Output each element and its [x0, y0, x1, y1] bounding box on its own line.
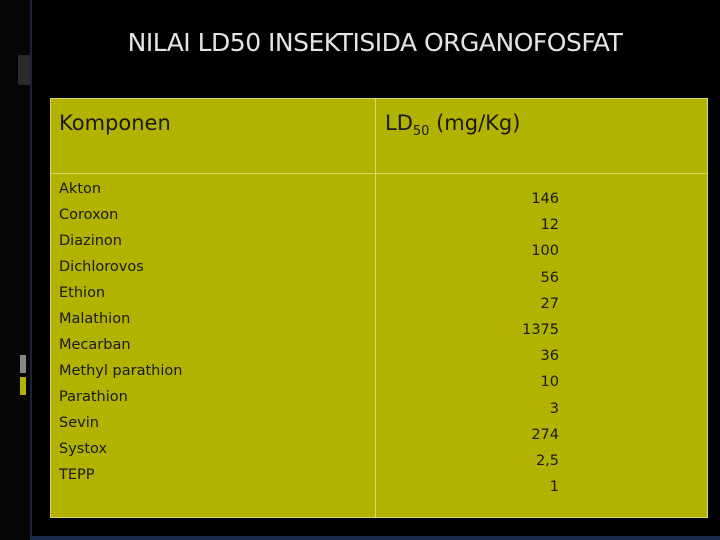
side-marker	[18, 55, 30, 85]
component-name: Diazinon	[59, 233, 122, 249]
component-name: Coroxon	[59, 207, 119, 223]
bottom-line	[30, 536, 720, 540]
ld50-value: 100	[531, 243, 559, 260]
row-divider	[51, 173, 707, 174]
component-name: Ethion	[59, 285, 106, 301]
ld50-value: 36	[540, 348, 559, 365]
component-name: Akton	[59, 181, 102, 197]
component-name: Systox	[59, 441, 108, 457]
component-name: Mecarban	[59, 337, 131, 353]
column-divider	[375, 99, 376, 517]
ld50-value: 1	[549, 479, 559, 496]
header-cell: Komponen	[59, 111, 171, 135]
component-name: Malathion	[59, 311, 131, 327]
header-subscript: 50	[412, 124, 430, 140]
ld50-value: 274	[531, 426, 559, 443]
side-line	[30, 0, 32, 540]
ld50-value: 10	[540, 374, 559, 391]
component-name: Methyl parathion	[59, 363, 183, 379]
table: Komponen LD50 (mg/Kg) Akton Coroxon Diazin…	[50, 98, 708, 518]
component-name: TEPP	[59, 467, 95, 483]
side-band	[0, 0, 30, 540]
ld50-value: 2,5	[535, 453, 559, 469]
slide-title: NILAI LD50 INSEKTISIDA ORGANOFOSFAT	[127, 28, 623, 57]
ld50-value: 27	[540, 295, 559, 312]
ld50-value: 56	[540, 269, 559, 286]
component-name: Sevin	[59, 415, 99, 431]
component-name: Parathion	[59, 389, 128, 405]
header-text: LD	[385, 111, 413, 135]
header-text: (mg/Kg)	[436, 111, 521, 135]
ld50-value: 12	[540, 217, 559, 234]
side-marker	[20, 377, 26, 395]
ld50-value: 1375	[522, 322, 559, 338]
ld50-value: 146	[531, 191, 559, 207]
side-marker	[20, 355, 26, 373]
ld50-value: 3	[549, 400, 559, 417]
component-name: Dichlorovos	[59, 259, 144, 275]
header-cell: LD50 (mg/Kg)	[385, 111, 520, 139]
